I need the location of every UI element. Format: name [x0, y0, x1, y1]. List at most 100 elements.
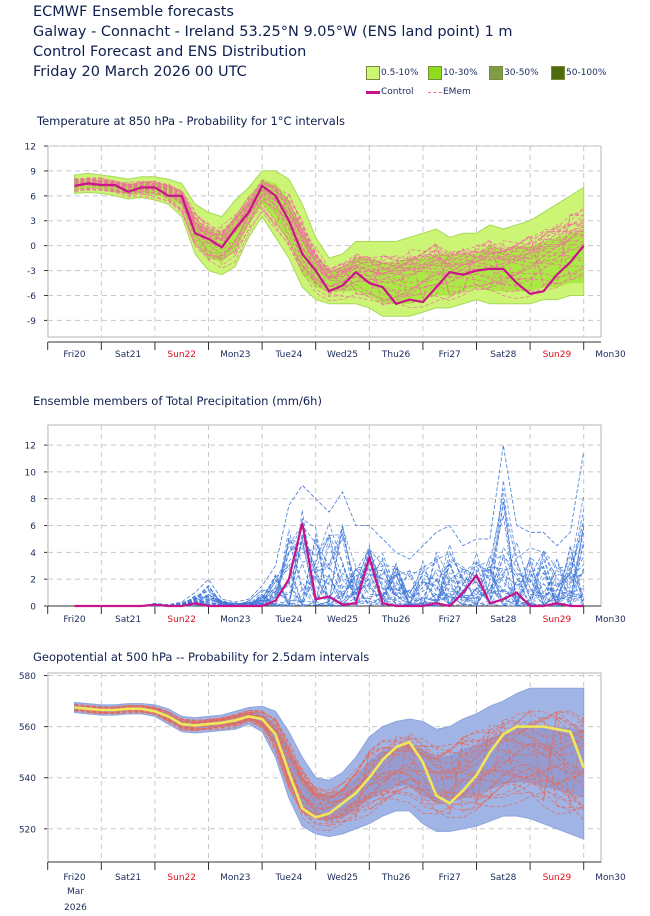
- ensemble-member-line: [74, 497, 585, 608]
- ensemble-member-line: [74, 708, 584, 825]
- y-tick-label: 8: [30, 495, 36, 505]
- x-day-label: Sat21: [115, 615, 141, 625]
- control-forecast-line: [74, 706, 585, 819]
- control-forecast-line: [74, 182, 585, 306]
- y-tick-label: 540: [19, 774, 36, 784]
- ensemble-member-line: [74, 178, 584, 304]
- x-day-label: Fri27: [439, 873, 461, 883]
- ensemble-member-line: [74, 704, 584, 814]
- x-day-label: Mon23: [220, 615, 250, 625]
- ensemble-member-line: [74, 181, 584, 275]
- ensemble-member-max-line: [74, 445, 585, 607]
- x-day-label: Thu26: [381, 873, 411, 883]
- ensemble-member-line: [74, 187, 584, 301]
- x-day-label: Mon30: [595, 615, 626, 625]
- panel-1: 0 2 4 6 8 10 12 Fri20 Sat21 Sun22 Mon23 Tue24 Wed25 T…: [25, 424, 626, 625]
- y-tick-label: 0: [30, 603, 36, 613]
- x-day-label: Mon23: [220, 873, 250, 883]
- y-tick-label: 580: [19, 672, 36, 682]
- y-tick-label: 3: [30, 217, 36, 227]
- ensemble-member-line: [74, 704, 584, 819]
- legend-label-1: 10-30%: [443, 68, 478, 78]
- control-forecast-line: [74, 522, 584, 608]
- y-tick-label: 12: [25, 442, 36, 452]
- legend-control-line: [366, 91, 380, 94]
- x-day-label: Tue24: [274, 873, 302, 883]
- x-day-label: Thu26: [381, 350, 411, 360]
- legend-control-label: Control: [381, 87, 414, 97]
- x-day-label: Thu26: [381, 615, 411, 625]
- ensemble-member-line: [74, 488, 584, 608]
- forecast-subtitle: Control Forecast and ENS Distribution: [33, 44, 307, 60]
- x-day-label: Fri20: [63, 615, 85, 625]
- ensemble-member-line: [74, 178, 584, 280]
- x-day-label: Mon23: [220, 350, 250, 360]
- x-day-label: Sat28: [490, 873, 516, 883]
- y-tick-label: 2: [30, 576, 36, 586]
- x-day-label: Fri20: [63, 873, 85, 883]
- y-tick-label: 12: [25, 143, 36, 153]
- panel-2: 520 540 560 580 Fri20 Sat21 Sun22 Mon23 Tue24 Wed…: [19, 672, 626, 883]
- legend-emem-label: EMem: [443, 87, 471, 97]
- x-day-label: Sun29: [543, 873, 572, 883]
- geopotential-panel-title: Geopotential at 500 hPa -- Probability f…: [33, 650, 370, 664]
- year-label: 2026: [64, 903, 87, 913]
- y-tick-label: 6: [30, 192, 36, 202]
- x-day-label: Fri20: [63, 350, 85, 360]
- forecast-product-title: ECMWF Ensemble forecasts: [33, 4, 234, 20]
- legend-emem-line: [428, 92, 442, 93]
- ensemble-member-line: [74, 181, 584, 278]
- x-day-label: Mon30: [595, 873, 626, 883]
- y-tick-label: 520: [19, 825, 36, 835]
- legend-label-0: 0.5-10%: [381, 68, 419, 78]
- x-day-label: Wed25: [327, 350, 358, 360]
- y-tick-label: 9: [30, 167, 36, 177]
- x-day-label: Sat21: [115, 873, 141, 883]
- y-tick-label: 4: [30, 549, 36, 559]
- ensemble-member-line: [74, 709, 584, 819]
- x-day-label: Tue24: [274, 350, 302, 360]
- ensemble-member-line: [74, 189, 584, 303]
- x-day-label: Sat28: [490, 350, 516, 360]
- x-day-label: Wed25: [327, 615, 358, 625]
- temperature-panel-title: Temperature at 850 hPa - Probability for…: [37, 114, 346, 128]
- y-tick-label: -6: [27, 292, 36, 302]
- ensemble-member-line: [74, 180, 584, 275]
- x-day-label: Mon30: [595, 350, 626, 360]
- ensemble-member-line: [74, 704, 585, 812]
- run-date: Friday 20 March 2026 00 UTC: [33, 64, 247, 80]
- y-tick-label: 560: [19, 723, 36, 733]
- panel-0: -9 -6 -3 0 3 6 9 12 Fri20 Sat21 Sun22 Mon23 Tue24 Wed…: [25, 143, 626, 361]
- x-day-label: Sun29: [543, 350, 572, 360]
- legend-swatch-1: [428, 66, 442, 80]
- x-day-label: Sun29: [543, 615, 572, 625]
- plot-frame: [47, 145, 602, 338]
- y-tick-label: -9: [27, 317, 36, 327]
- legend-swatch-0: [366, 66, 380, 80]
- month-label: Mar: [67, 887, 84, 897]
- legend-swatch-3: [551, 66, 565, 80]
- ensemble-member-line: [74, 179, 584, 278]
- ensemble-member-line: [74, 177, 584, 306]
- ensemble-member-line: [74, 187, 584, 309]
- x-day-label: Tue24: [274, 615, 302, 625]
- location-line: Galway - Connacht - Ireland 53.25°N 9.05…: [33, 24, 513, 40]
- legend-label-3: 50-100%: [566, 68, 607, 78]
- y-tick-label: 10: [25, 468, 37, 478]
- x-day-label: Fri27: [439, 350, 461, 360]
- legend-label-2: 30-50%: [504, 68, 539, 78]
- y-tick-label: 6: [30, 522, 36, 532]
- y-tick-label: -3: [27, 267, 36, 277]
- x-day-label: Sun22: [167, 873, 196, 883]
- ensemble-member-line: [74, 184, 584, 297]
- y-tick-label: 0: [30, 242, 36, 252]
- ensemble-member-line: [74, 188, 584, 306]
- x-day-label: Sun22: [167, 350, 196, 360]
- ensemble-member-line: [74, 180, 584, 282]
- x-day-label: Wed25: [327, 873, 358, 883]
- ensemble-member-line: [74, 704, 584, 800]
- x-day-label: Sat28: [490, 615, 516, 625]
- x-day-label: Sat21: [115, 350, 141, 360]
- precipitation-panel-title: Ensemble members of Total Precipitation …: [33, 394, 322, 408]
